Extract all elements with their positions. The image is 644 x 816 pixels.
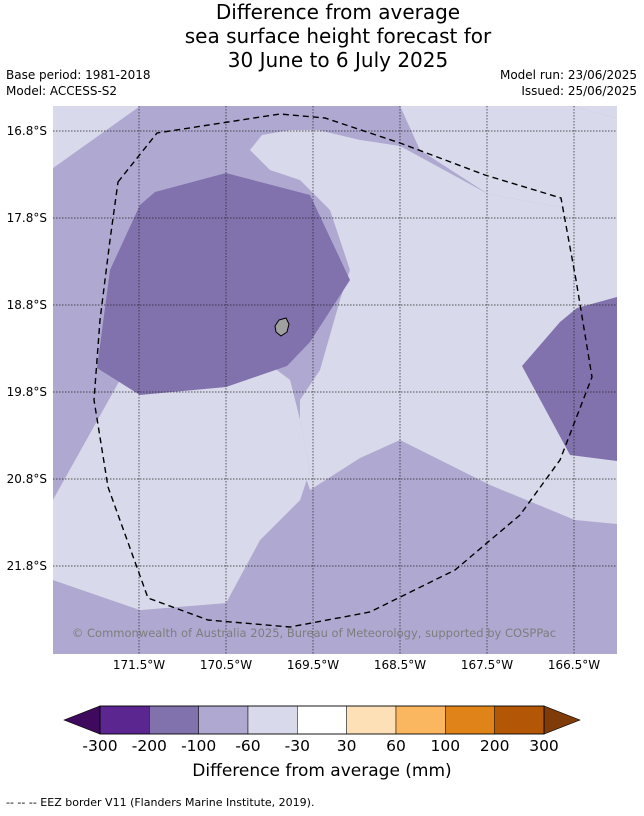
eez-legend-note: -- -- -- EEZ border V11 (Flanders Marine…: [6, 796, 315, 809]
colorbar-segment: [99, 705, 150, 735]
chart-title: Difference from average sea surface heig…: [0, 0, 644, 72]
lon-label: 171.5°W: [113, 658, 165, 672]
title-line-2: sea surface height forecast for: [184, 24, 492, 48]
colorbar-tick-label: -200: [132, 737, 167, 755]
base-period-text: Base period: 1981-2018: [6, 68, 151, 82]
colorbar: -300 -200 -100 -60 -30 30 60 100 200 300: [63, 705, 581, 755]
lat-label: 19.8°S: [7, 385, 47, 399]
colorbar-segment: [297, 705, 347, 735]
band-minus30-top-right: [400, 106, 617, 208]
meta-left: Base period: 1981-2018 Model: ACCESS-S2: [6, 67, 151, 99]
lat-label: 18.8°S: [7, 298, 47, 312]
colorbar-segment: [198, 705, 249, 735]
title-line-1: Difference from average: [215, 0, 461, 24]
island-land: [274, 317, 290, 337]
colorbar-tick-labels: -300 -200 -100 -60 -30 30 60 100 200 300: [82, 737, 558, 755]
band-minus30-lobe: [53, 350, 310, 610]
title-line-3: 30 June to 6 July 2025: [227, 48, 449, 72]
graticule: [53, 106, 617, 654]
colorbar-segment: [395, 705, 446, 735]
map-plot-area: © Commonwealth of Australia 2025, Bureau…: [53, 106, 617, 654]
meta-right: Model run: 23/06/2025 Issued: 25/06/2025: [500, 67, 637, 99]
colorbar-segment: [445, 705, 495, 735]
colorbar-tick-label: -60: [235, 737, 260, 755]
map-panel: © Commonwealth of Australia 2025, Bureau…: [7, 106, 617, 672]
lon-label: 169.5°W: [287, 658, 339, 672]
colorbar-segments: [99, 705, 545, 735]
colorbar-lower-extension: [63, 705, 101, 735]
colorbar-tick-label: -100: [181, 737, 216, 755]
lat-label: 20.8°S: [7, 472, 47, 486]
colorbar-tick-label: -30: [285, 737, 310, 755]
colorbar-segment: [346, 705, 397, 735]
lon-labels: 171.5°W 170.5°W 169.5°W 168.5°W 167.5°W …: [113, 658, 600, 672]
colorbar-segment: [149, 705, 199, 735]
lat-label: 16.8°S: [7, 124, 47, 138]
colorbar-label: Difference from average (mm): [192, 761, 452, 781]
lat-label: 21.8°S: [7, 559, 47, 573]
colorbar-tick-label: 300: [529, 737, 559, 755]
lat-labels: 16.8°S 17.8°S 18.8°S 19.8°S 20.8°S 21.8°…: [7, 124, 47, 573]
copyright-text: © Commonwealth of Australia 2025, Bureau…: [72, 626, 556, 640]
colorbar-tick-label: 100: [431, 737, 461, 755]
band-minus100-east: [522, 297, 617, 461]
lon-label: 167.5°W: [461, 658, 513, 672]
colorbar-segment: [494, 705, 545, 735]
band-minus30-top: [53, 106, 140, 168]
colorbar-tick-label: 60: [386, 737, 406, 755]
colorbar-upper-extension: [543, 705, 581, 735]
colorbar-outline: [99, 705, 545, 735]
model-text: Model: ACCESS-S2: [6, 84, 118, 98]
lon-label: 168.5°W: [374, 658, 426, 672]
colorbar-tick-label: 30: [337, 737, 357, 755]
colorbar-segment: [247, 705, 298, 735]
lat-label: 17.8°S: [7, 211, 47, 225]
band-minus100-west: [97, 173, 350, 395]
issued-text: Issued: 25/06/2025: [521, 84, 637, 98]
colorbar-tick-label: 200: [480, 737, 510, 755]
lon-label: 166.5°W: [548, 658, 600, 672]
model-run-text: Model run: 23/06/2025: [499, 68, 637, 82]
colorbar-tick-label: -300: [82, 737, 117, 755]
lon-label: 170.5°W: [200, 658, 252, 672]
